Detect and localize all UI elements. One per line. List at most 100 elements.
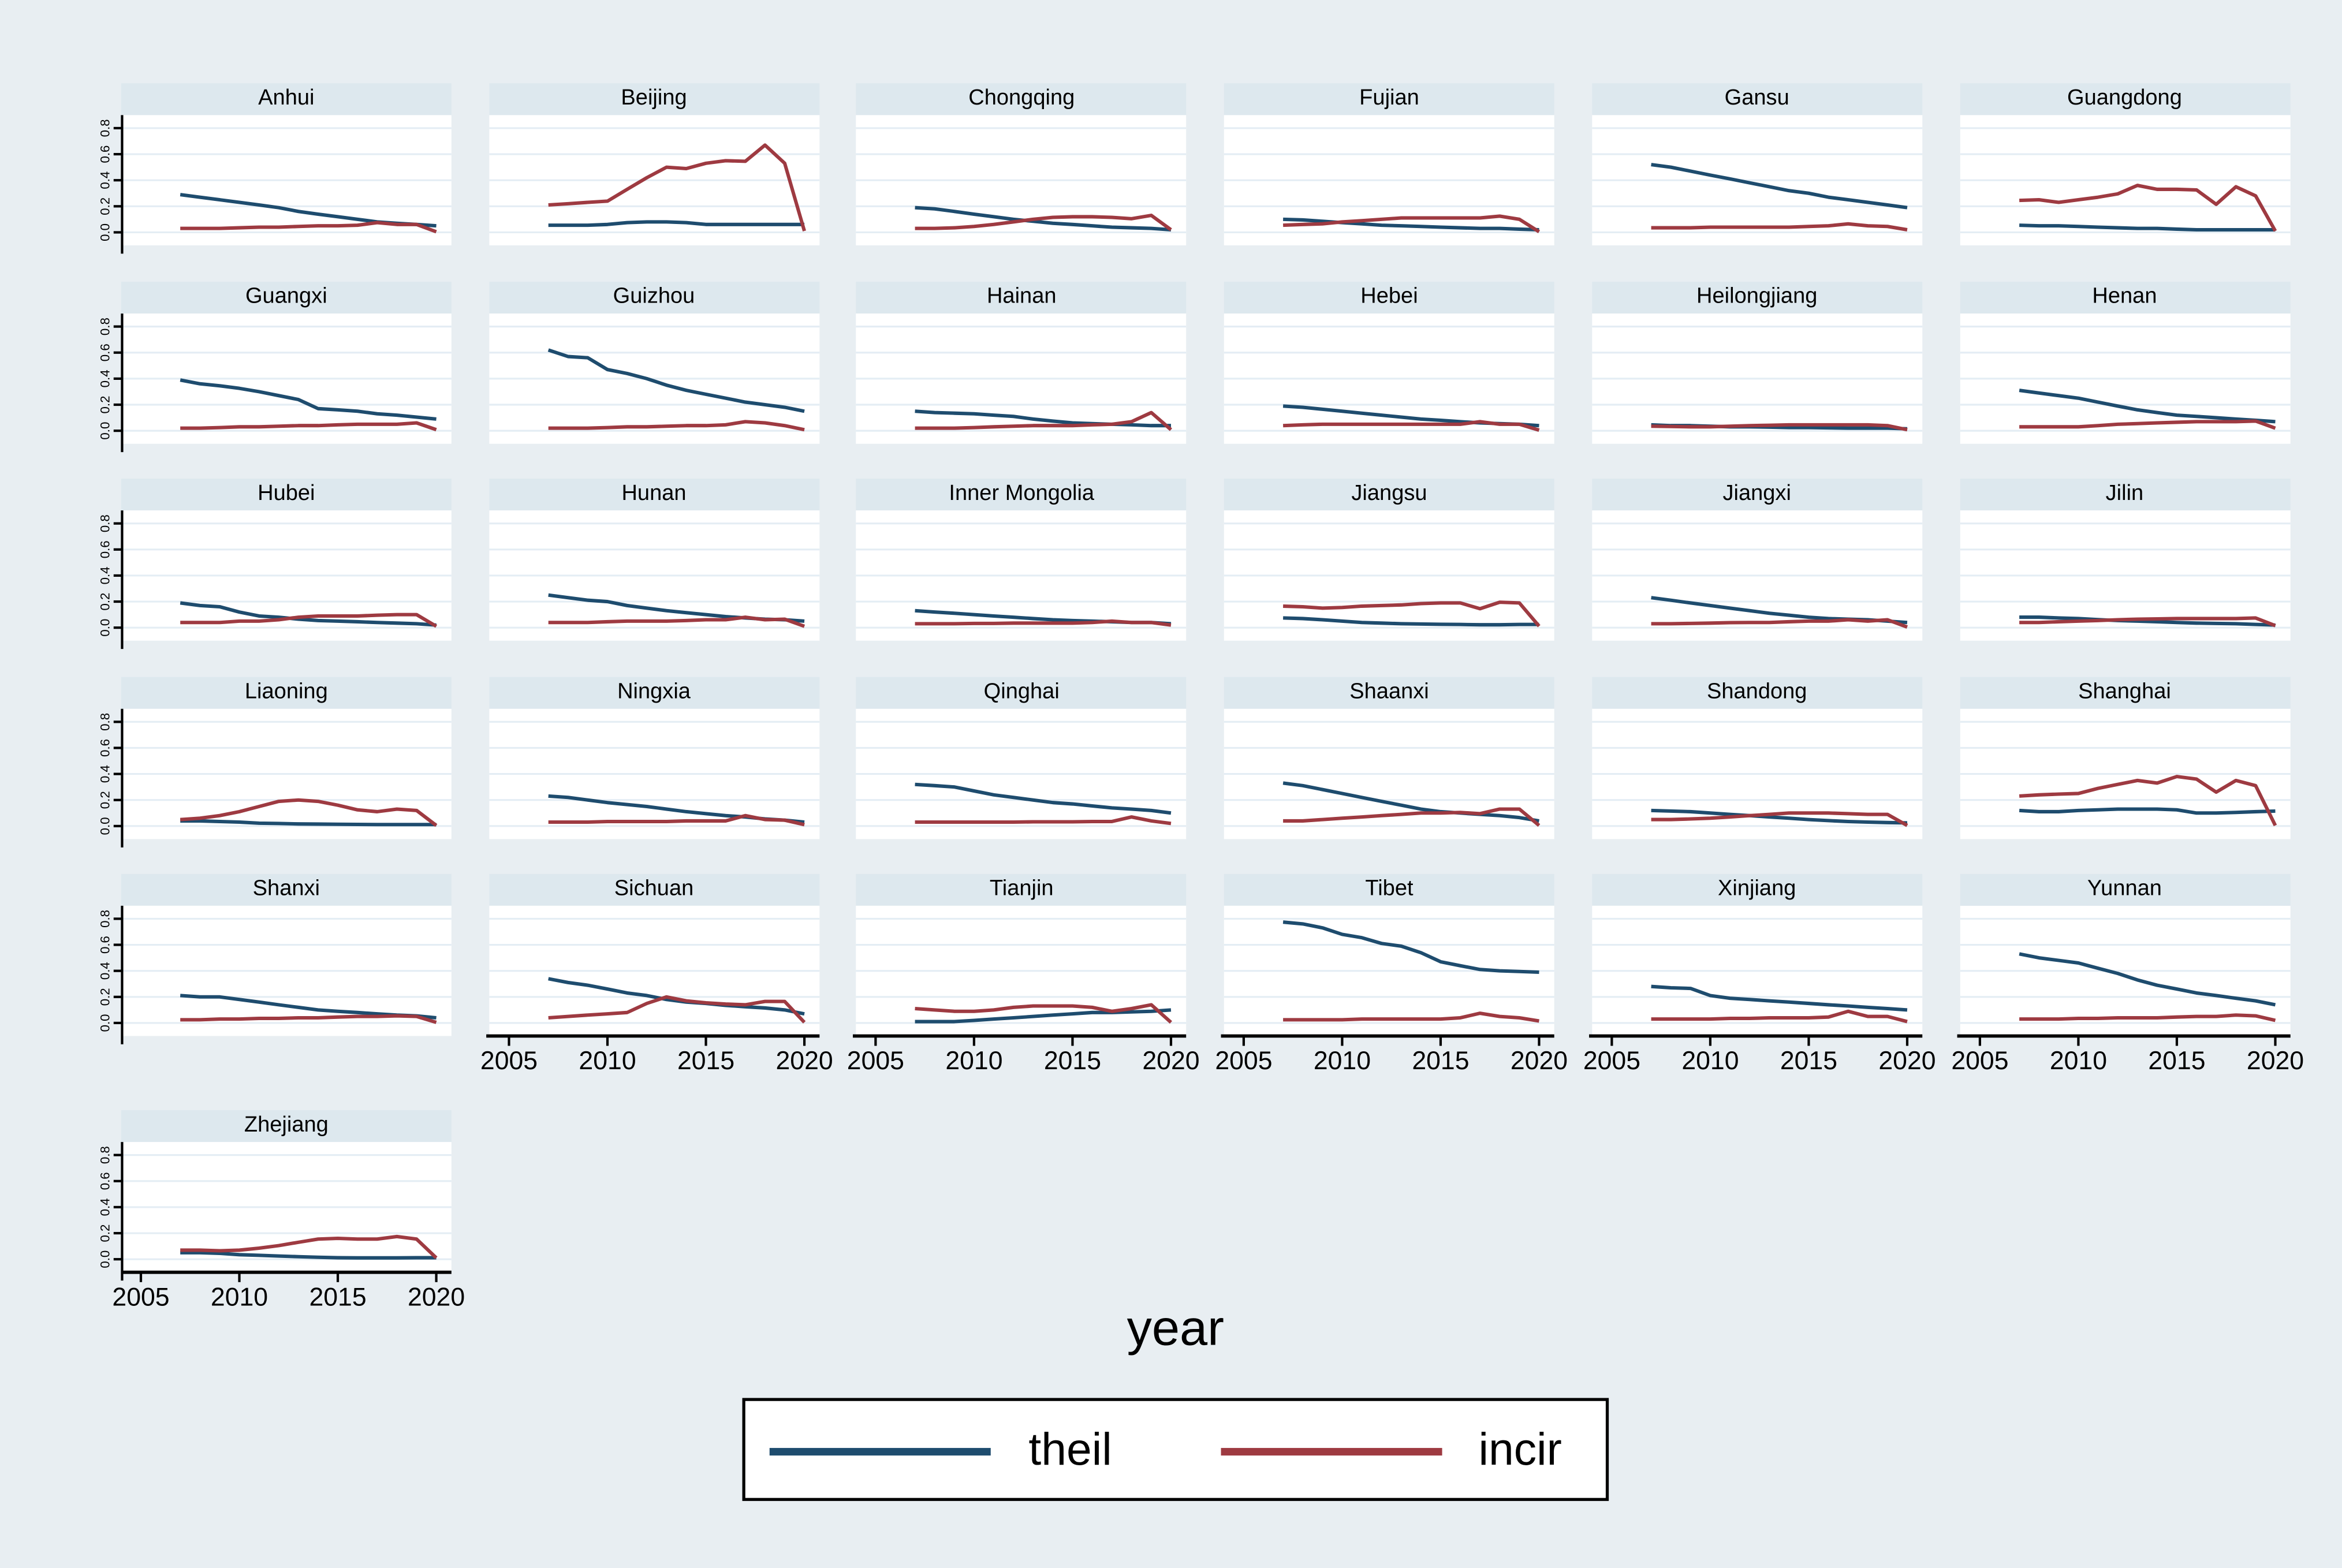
subplot-jiangsu: Jiangsu	[1224, 479, 1554, 680]
y-axis-tick-label: 0.0	[98, 421, 113, 439]
theil-line	[1283, 217, 1539, 232]
subplot-xinjiang: Xinjiang 2005 2010 2015 2020	[1583, 873, 1935, 1076]
theil-line	[180, 818, 437, 826]
panel-plot	[1959, 312, 2290, 443]
subplot-shandong: Shandong	[1591, 676, 1922, 878]
panel-title: Hainan	[856, 281, 1187, 313]
x-axis-tick-label: 2010	[1314, 1047, 1371, 1075]
x-axis-tick-label: 2010	[211, 1283, 268, 1311]
incir-line	[180, 797, 438, 826]
subplot-shanghai: Shanghai	[1959, 676, 2290, 878]
y-axis-tick-label: 0.0	[98, 1250, 113, 1268]
x-axis-tick-label: 2005	[1583, 1047, 1640, 1075]
y-axis-tick-label: 0.4	[98, 962, 113, 980]
panel-title: Shaanxi	[1224, 676, 1554, 708]
panel-plot	[1591, 115, 1922, 246]
incir-line	[1651, 222, 1907, 232]
subplot-inner-mongolia: Inner Mongolia	[856, 479, 1187, 680]
panel-plot: 0.0 0.2 0.4 0.6 0.8	[98, 312, 452, 451]
panel-title: Henan	[1959, 281, 2290, 313]
panel-plot	[856, 115, 1187, 246]
x-axis-tick-label: 2020	[1878, 1047, 1935, 1075]
panel-title: Beijing	[488, 83, 819, 115]
y-axis-tick-label: 0.2	[98, 1224, 113, 1242]
incir-line	[180, 1234, 438, 1260]
subplot-tibet: Tibet 2005 2010 2015 2020	[1215, 873, 1568, 1076]
x-axis-tick-label: 2010	[1681, 1047, 1739, 1075]
panel-plot	[1591, 312, 1922, 443]
panel-plot: 2005 2010 2015 2020	[1583, 905, 1935, 1075]
x-axis-tick-label: 2005	[480, 1047, 537, 1075]
incir-line	[1651, 810, 1908, 827]
incir-line	[547, 615, 805, 628]
panel-title: Guizhou	[488, 281, 819, 313]
panel-plot: 0.0 0.2 0.4 0.6 0.8	[98, 510, 452, 649]
panel-title: Gansu	[1591, 83, 1922, 115]
panel-title: Tianjin	[856, 873, 1187, 906]
subplot-sichuan: Sichuan 2005 2010 2015 2020	[480, 873, 833, 1076]
subplot-hainan: Hainan	[856, 281, 1187, 483]
panel-plot	[488, 115, 819, 246]
x-axis-tick-label: 2020	[1143, 1047, 1200, 1075]
theil-line	[915, 1008, 1172, 1024]
legend-label-incir: incir	[1478, 1425, 1562, 1476]
y-axis-tick-label: 0.0	[98, 223, 113, 241]
theil-line	[915, 206, 1172, 232]
panel-title: Qinghai	[856, 676, 1187, 708]
y-axis-tick-label: 0.6	[98, 540, 113, 558]
theil-line	[2018, 952, 2275, 1007]
x-axis-tick-label: 2010	[2049, 1047, 2106, 1075]
theil-line	[180, 1250, 437, 1260]
incir-line	[547, 419, 804, 431]
theil-line	[1650, 808, 1907, 824]
theil-line	[1283, 920, 1539, 975]
panel-title: Jiangsu	[1224, 479, 1554, 511]
y-axis-tick-label: 0.6	[98, 936, 113, 954]
theil-line	[547, 977, 804, 1016]
panel-title: Jilin	[1959, 479, 2290, 511]
subplot-liaoning: Liaoning 0.0 0.2 0.4 0.6 0.8	[98, 676, 452, 878]
panel-plot	[1591, 510, 1922, 641]
y-axis-tick-label: 0.6	[98, 1172, 113, 1190]
subplot-yunnan: Yunnan 2005 2010 2015 2020	[1951, 873, 2303, 1076]
x-axis-tick-label: 2015	[1045, 1047, 1102, 1075]
y-axis-tick-label: 0.8	[98, 119, 113, 137]
theil-line	[2018, 387, 2275, 423]
subplot-shaanxi: Shaanxi	[1224, 676, 1554, 878]
y-axis-tick-label: 0.2	[98, 197, 113, 215]
incir-line	[1283, 214, 1541, 233]
panel-plot: 2005 2010 2015 2020	[848, 905, 1200, 1075]
panel-title: Yunnan	[1959, 873, 2290, 906]
y-axis-tick-label: 0.4	[98, 566, 113, 584]
incir-line	[915, 1003, 1173, 1024]
subplot-hunan: Hunan	[488, 479, 819, 680]
x-axis-tick-label: 2020	[408, 1283, 465, 1311]
panel-title: Ningxia	[488, 676, 819, 708]
panel-plot: 0.0 0.2 0.4 0.6 0.8	[98, 115, 452, 254]
subplot-beijing: Beijing	[488, 83, 819, 285]
y-axis-tick-label: 0.8	[98, 317, 113, 335]
panel-title: Hunan	[488, 479, 819, 511]
incir-line	[180, 420, 437, 431]
x-axis-tick-label: 2015	[309, 1283, 366, 1311]
subplot-zhejiang: Zhejiang 0.0 0.2 0.4 0.6 0.8 2005 2010 2015 2020	[98, 1110, 465, 1312]
panel-title: Hebei	[1224, 281, 1554, 313]
subplot-shanxi: Shanxi 0.0 0.2 0.4 0.6 0.8	[98, 873, 452, 1076]
incir-line-swatch	[1221, 1448, 1442, 1455]
panel-title: Fujian	[1224, 83, 1554, 115]
incir-line	[2018, 1013, 2275, 1022]
x-axis-tick-label: 2015	[1412, 1047, 1470, 1075]
legend: theil incir	[742, 1398, 1609, 1501]
x-axis-tick-label: 2015	[2147, 1047, 2205, 1075]
incir-line	[547, 813, 804, 826]
y-axis-tick-label: 0.8	[98, 514, 113, 532]
incir-line	[2018, 419, 2276, 430]
incir-line	[1283, 1011, 1540, 1023]
x-axis-title: year	[1127, 1299, 1225, 1356]
subplot-fujian: Fujian	[1224, 83, 1554, 285]
subplot-guangdong: Guangdong	[1959, 83, 2290, 285]
theil-line	[2018, 807, 2275, 815]
legend-label-theil: theil	[1028, 1425, 1112, 1476]
y-axis-tick-label: 0.4	[98, 171, 113, 189]
